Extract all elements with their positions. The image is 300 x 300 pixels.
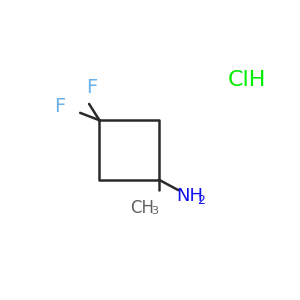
Text: F: F bbox=[54, 98, 65, 116]
Text: F: F bbox=[86, 78, 98, 97]
Text: NH: NH bbox=[177, 187, 204, 205]
Text: 3: 3 bbox=[151, 206, 158, 216]
Text: 2: 2 bbox=[197, 194, 205, 207]
Text: ClH: ClH bbox=[227, 70, 266, 90]
Text: CH: CH bbox=[130, 199, 154, 217]
